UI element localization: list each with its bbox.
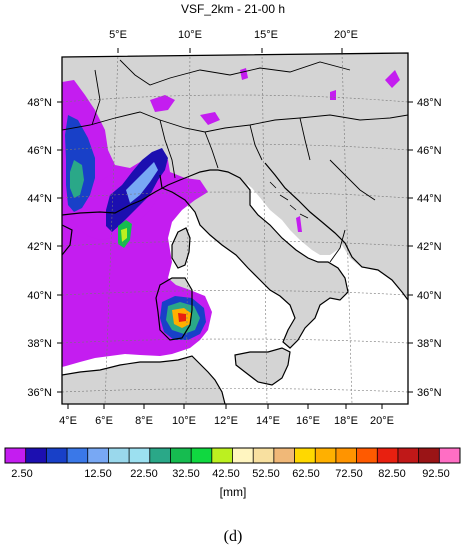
colorbar-tick-labels: 2.50 12.50 22.50 32.50 42.50 52.50 62.50… — [11, 468, 449, 480]
colorbar-swatch — [335, 448, 357, 463]
graticule — [62, 53, 408, 404]
country-borders — [62, 59, 408, 263]
land-balkans — [265, 150, 408, 300]
colorbar-tick-label: 62.50 — [292, 468, 320, 480]
colorbar-swatch — [87, 448, 109, 463]
frame-ticks — [57, 48, 413, 409]
colorbar-swatch — [356, 448, 378, 463]
right-lat-label: 42°N — [417, 241, 442, 253]
colorbar-tick-label: 42.50 — [212, 468, 240, 480]
left-lat-label: 36°N — [27, 387, 52, 399]
colorbar-swatch — [129, 448, 151, 463]
colorbar-swatch — [253, 448, 275, 463]
right-lat-label: 40°N — [417, 290, 442, 302]
precip-core-gulf-of-lion-high — [70, 160, 84, 198]
colorbar-swatch — [5, 448, 26, 463]
colorbar-tick-label: 12.50 — [84, 468, 112, 480]
colorbar-swatch — [418, 448, 440, 463]
left-latitude-labels: 48°N 46°N 44°N 42°N 40°N 38°N 36°N — [27, 97, 52, 399]
colorbar-swatch — [397, 448, 419, 463]
colorbar-swatch — [170, 448, 192, 463]
bottom-lon-label: 4°E — [59, 415, 77, 427]
top-longitude-labels: 5°E 10°E 15°E 20°E — [109, 29, 358, 41]
precip-area-base — [62, 80, 212, 367]
colorbar-tick-label: 22.50 — [130, 468, 158, 480]
map-canvas — [62, 53, 408, 404]
left-lat-label: 42°N — [27, 241, 52, 253]
bottom-lon-label: 12°E — [214, 415, 238, 427]
colorbar-swatch — [67, 448, 89, 463]
right-latitude-labels: 48°N 46°N 44°N 42°N 40°N 38°N 36°N — [417, 97, 442, 399]
panel-label: (d) — [223, 528, 243, 545]
colorbar-tick-label: 32.50 — [172, 468, 200, 480]
left-lat-label: 44°N — [27, 193, 52, 205]
right-lat-label: 44°N — [417, 193, 442, 205]
colorbar-tick-label: 2.50 — [11, 468, 32, 480]
colorbar-swatch — [273, 448, 295, 463]
dalmatian-islands — [269, 181, 309, 219]
colorbar-tick-label: 52.50 — [252, 468, 280, 480]
bottom-longitude-labels: 4°E 6°E 8°E 10°E 12°E 14°E 16°E 18°E 20°… — [59, 415, 394, 427]
right-lat-label: 38°N — [417, 338, 442, 350]
left-lat-label: 38°N — [27, 338, 52, 350]
colorbar-unit-label: [mm] — [220, 485, 247, 499]
bottom-lon-label: 16°E — [296, 415, 320, 427]
bottom-lon-label: 18°E — [334, 415, 358, 427]
colorbar-swatch — [232, 448, 254, 463]
colorbar-tick-label: 72.50 — [335, 468, 363, 480]
colorbar-swatch — [149, 448, 171, 463]
right-lat-label: 36°N — [417, 387, 442, 399]
left-lat-label: 48°N — [27, 97, 52, 109]
right-lat-label: 46°N — [417, 145, 442, 157]
bottom-lon-label: 8°E — [135, 415, 153, 427]
bottom-lon-label: 14°E — [256, 415, 280, 427]
precip-core-sardinia-max — [178, 313, 186, 322]
bottom-lon-label: 6°E — [95, 415, 113, 427]
bottom-lon-label: 20°E — [370, 415, 394, 427]
colorbar — [4, 447, 461, 464]
colorbar-tick-label: 82.50 — [378, 468, 406, 480]
map-title: VSF_2km - 21-00 h — [181, 2, 285, 16]
land-north-europe — [62, 53, 408, 300]
land-north-africa — [62, 356, 225, 404]
precip-core-ligurian-high — [126, 162, 158, 203]
colorbar-tick-label: 92.50 — [422, 468, 450, 480]
left-lat-label: 46°N — [27, 145, 52, 157]
top-lon-label: 15°E — [254, 29, 278, 41]
left-lat-label: 40°N — [27, 290, 52, 302]
precipitation-field — [62, 68, 400, 367]
colorbar-swatch — [191, 448, 213, 463]
colorbar-swatch — [25, 448, 47, 463]
land-italy — [160, 168, 348, 348]
colorbar-border — [4, 447, 461, 464]
colorbar-swatch — [294, 448, 316, 463]
top-lon-label: 5°E — [109, 29, 127, 41]
land-corsica — [172, 228, 190, 268]
colorbar-swatch — [315, 448, 337, 463]
top-lon-label: 10°E — [178, 29, 202, 41]
colorbar-swatch — [211, 448, 233, 463]
colorbar-swatch — [108, 448, 130, 463]
top-lon-label: 20°E — [334, 29, 358, 41]
coastlines — [62, 162, 408, 404]
map-frame — [61, 52, 409, 405]
colorbar-swatch — [439, 448, 461, 463]
colorbar-swatch — [46, 448, 68, 463]
colorbar-swatch — [377, 448, 399, 463]
precip-core-corsica-high — [121, 228, 127, 242]
land-sicily — [235, 348, 290, 385]
right-lat-label: 48°N — [417, 97, 442, 109]
bottom-lon-label: 10°E — [172, 415, 196, 427]
